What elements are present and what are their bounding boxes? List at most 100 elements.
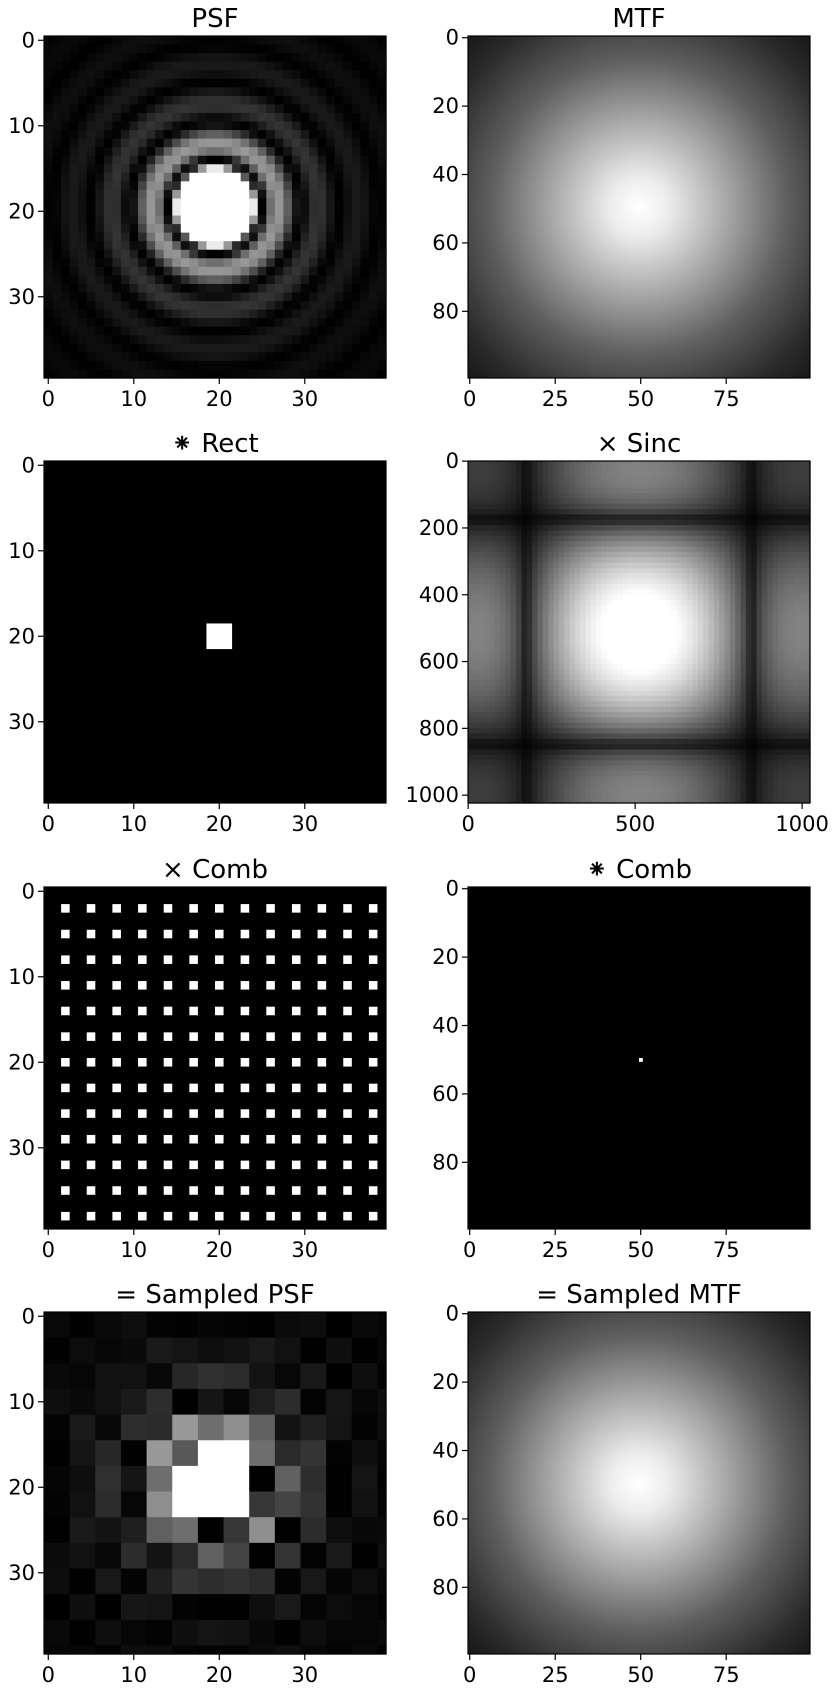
heatmap-cell	[478, 733, 485, 740]
heatmap-cell	[585, 594, 592, 601]
heatmap-cell	[317, 53, 327, 63]
heatmap-cell	[215, 61, 225, 71]
heatmap-cell	[516, 717, 523, 724]
heatmap-cell	[676, 637, 683, 644]
heatmap-cell	[719, 733, 726, 740]
heatmap-cell	[590, 626, 597, 633]
heatmap-cell	[783, 546, 790, 553]
heatmap-cell	[291, 147, 302, 157]
heatmap-cell	[309, 138, 319, 148]
heatmap-cell	[468, 605, 474, 612]
heatmap-cell	[52, 121, 62, 131]
heatmap-cell	[52, 155, 62, 165]
heatmap-cell	[283, 112, 293, 123]
heatmap-cell	[788, 733, 795, 740]
heatmap-cell	[172, 189, 182, 200]
heatmap-cell	[368, 138, 379, 148]
heatmap-cell	[484, 632, 490, 638]
heatmap-cell	[343, 309, 353, 319]
x-tick-label: 10	[120, 387, 147, 411]
heatmap-cell	[343, 241, 353, 251]
heatmap-cell	[622, 466, 629, 473]
heatmap-cell	[729, 461, 736, 467]
heatmap-cell	[197, 352, 208, 362]
heatmap-cell	[129, 121, 139, 131]
heatmap-cell	[521, 712, 528, 719]
heatmap-cell	[751, 728, 758, 735]
heatmap-cell	[724, 471, 731, 478]
heatmap-cell	[606, 685, 613, 692]
heatmap-cell	[724, 615, 731, 622]
heatmap-cell	[103, 181, 113, 191]
heatmap-cell	[777, 589, 784, 596]
heatmap-cell	[660, 642, 667, 649]
heatmap-cell	[326, 95, 336, 105]
heatmap-cell	[484, 648, 490, 654]
heatmap-cell	[548, 701, 555, 708]
heatmap-cell	[532, 509, 539, 516]
heatmap-cell	[283, 53, 293, 63]
heatmap-cell	[473, 583, 480, 590]
heatmap-cell	[61, 224, 71, 234]
heatmap-cell	[756, 589, 763, 596]
heatmap-cell	[368, 70, 379, 80]
heatmap-cell	[473, 637, 480, 644]
heatmap-cell	[569, 519, 576, 526]
heatmap-cell	[274, 130, 284, 140]
heatmap-cell	[197, 207, 208, 217]
heatmap-cell	[606, 487, 613, 494]
x-tick-label: 0	[42, 812, 55, 836]
heatmap-cell	[360, 36, 370, 46]
heatmap-cell	[628, 487, 635, 494]
heatmap-cell	[473, 509, 480, 516]
heatmap-cell	[777, 653, 784, 660]
heatmap-cell	[660, 717, 667, 724]
heatmap-cell	[197, 189, 208, 200]
heatmap-cell	[585, 733, 592, 740]
heatmap-cell	[368, 87, 379, 97]
heatmap-cell	[644, 477, 651, 483]
heatmap-cell	[516, 626, 523, 633]
heatmap-cell	[761, 722, 768, 729]
heatmap-cell	[240, 283, 250, 294]
heatmap-cell	[665, 621, 672, 628]
heatmap-cell	[334, 266, 344, 276]
heatmap-cell	[291, 164, 302, 174]
heatmap-cell	[112, 241, 122, 251]
heatmap-cell	[489, 530, 496, 537]
heatmap-cell	[155, 198, 165, 208]
heatmap-cell	[351, 232, 361, 242]
heatmap-cell	[500, 525, 506, 532]
heatmap-cell	[489, 583, 496, 590]
heatmap-cell	[510, 530, 517, 537]
heatmap-cell	[542, 541, 549, 548]
heatmap-cell	[484, 712, 490, 719]
heatmap-cell	[155, 224, 165, 234]
heatmap-cell	[639, 728, 645, 735]
heatmap-cell	[628, 519, 635, 526]
heatmap-cell	[548, 658, 555, 665]
heatmap-cell	[767, 728, 774, 735]
heatmap-cell	[606, 498, 613, 505]
heatmap-cell	[44, 70, 54, 80]
heatmap-cell	[671, 493, 677, 499]
heatmap-cell	[532, 712, 539, 719]
heatmap-cell	[740, 642, 747, 649]
heatmap-cell	[767, 514, 774, 521]
heatmap-cell	[612, 461, 619, 467]
heatmap-cell	[687, 632, 694, 638]
heatmap-cell	[660, 706, 667, 713]
heatmap-cell	[665, 557, 672, 564]
heatmap-cell	[103, 224, 113, 234]
heatmap-cell	[95, 78, 105, 88]
panel-title: PSF	[191, 4, 238, 34]
heatmap-cell	[617, 615, 624, 622]
heatmap-cell	[112, 104, 122, 114]
heatmap-cell	[494, 696, 501, 703]
heatmap-cell	[494, 685, 501, 692]
heatmap-cell	[564, 674, 571, 681]
heatmap-cell	[368, 292, 379, 302]
heatmap-cell	[574, 535, 581, 542]
heatmap-cell	[360, 301, 370, 311]
heatmap-cell	[163, 87, 173, 97]
